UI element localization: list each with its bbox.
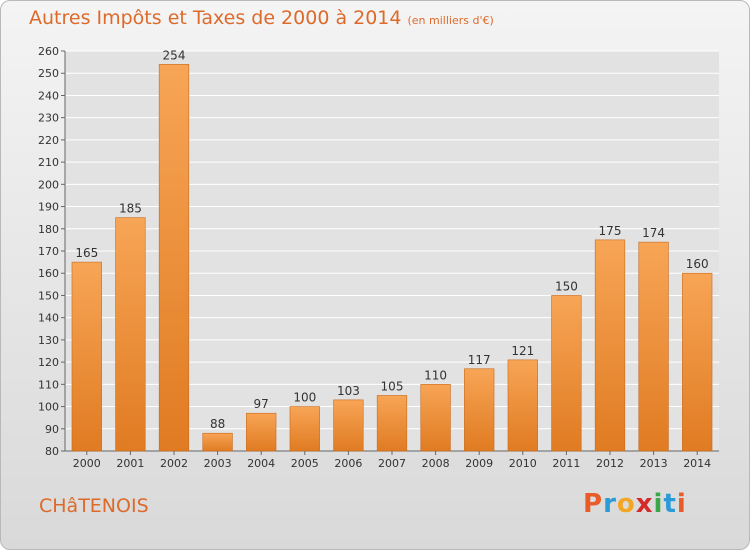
y-tick-label: 230 — [38, 112, 59, 125]
bar-2001 — [115, 217, 146, 452]
x-tick-label: 2000 — [73, 457, 101, 470]
logo-letter: P — [583, 489, 604, 519]
y-tick-label: 250 — [38, 67, 59, 80]
bar-2012 — [594, 239, 626, 452]
bar-value-label: 254 — [163, 48, 186, 62]
logo-letter: o — [616, 489, 636, 519]
bar-value-label: 103 — [337, 384, 360, 398]
y-tick-label: 90 — [45, 423, 59, 436]
x-tick-label: 2008 — [422, 457, 450, 470]
bar-value-label: 121 — [511, 344, 534, 358]
logo-letter: i — [653, 489, 664, 519]
y-tick-label: 160 — [38, 267, 59, 280]
y-tick-label: 110 — [38, 378, 59, 391]
bar-value-label: 150 — [555, 279, 578, 293]
bar-value-label: 88 — [210, 417, 225, 431]
bar-2003 — [202, 432, 233, 452]
bar-2010 — [507, 359, 538, 452]
proxiti-logo[interactable]: Proxiti — [583, 489, 687, 519]
y-tick-label: 150 — [38, 289, 59, 302]
bar-2014 — [682, 272, 713, 452]
bar-2002 — [158, 64, 190, 452]
bar-value-label: 165 — [75, 246, 98, 260]
bar-value-label: 185 — [119, 202, 142, 216]
bar-2006 — [333, 399, 364, 452]
y-tick-label: 210 — [38, 156, 59, 169]
bar-2008 — [420, 384, 451, 452]
y-tick-label: 180 — [38, 223, 59, 236]
bar-2013 — [638, 241, 669, 452]
y-tick-label: 170 — [38, 245, 59, 258]
y-tick-label: 260 — [38, 45, 59, 58]
y-tick-label: 130 — [38, 334, 59, 347]
bar-value-label: 100 — [293, 391, 316, 405]
bar-value-label: 97 — [254, 397, 269, 411]
bar-2007 — [376, 395, 408, 452]
x-tick-label: 2002 — [160, 457, 188, 470]
x-tick-label: 2006 — [334, 457, 362, 470]
y-tick-label: 100 — [38, 401, 59, 414]
x-tick-label: 2010 — [509, 457, 537, 470]
bar-value-label: 160 — [686, 257, 709, 271]
x-tick-label: 2009 — [465, 457, 493, 470]
y-tick-label: 80 — [45, 445, 59, 458]
logo-letter: r — [603, 489, 617, 519]
bar-2000 — [71, 261, 102, 452]
chart-title: Autres Impôts et Taxes de 2000 à 2014 (en… — [29, 7, 494, 29]
bar-value-label: 117 — [468, 353, 491, 367]
x-tick-label: 2001 — [116, 457, 144, 470]
x-tick-label: 2013 — [640, 457, 668, 470]
title-text: Autres Impôts et Taxes de 2000 à 2014 — [29, 7, 402, 29]
y-tick-label: 120 — [38, 356, 59, 369]
logo-letter: x — [635, 489, 654, 519]
y-tick-label: 140 — [38, 312, 59, 325]
x-tick-label: 2011 — [552, 457, 580, 470]
title-unit: (en milliers d'€) — [407, 14, 494, 27]
commune-name: CHâTENOIS — [39, 495, 149, 517]
y-tick-label: 200 — [38, 178, 59, 191]
bar-2009 — [464, 368, 495, 452]
x-tick-label: 2014 — [683, 457, 711, 470]
bar-2004 — [246, 412, 277, 452]
x-tick-label: 2004 — [247, 457, 275, 470]
bar-value-label: 105 — [381, 379, 404, 393]
bar-value-label: 110 — [424, 368, 447, 382]
y-tick-label: 190 — [38, 201, 59, 214]
x-tick-label: 2007 — [378, 457, 406, 470]
bar-2005 — [289, 406, 320, 452]
x-tick-label: 2003 — [204, 457, 232, 470]
bar-value-label: 175 — [599, 224, 622, 238]
logo-letter: t — [663, 489, 677, 519]
x-tick-label: 2012 — [596, 457, 624, 470]
bar-2011 — [551, 295, 582, 452]
y-tick-label: 220 — [38, 134, 59, 147]
logo-letter: i — [676, 489, 687, 519]
bar-value-label: 174 — [642, 226, 665, 240]
y-tick-label: 240 — [38, 89, 59, 102]
x-tick-label: 2005 — [291, 457, 319, 470]
